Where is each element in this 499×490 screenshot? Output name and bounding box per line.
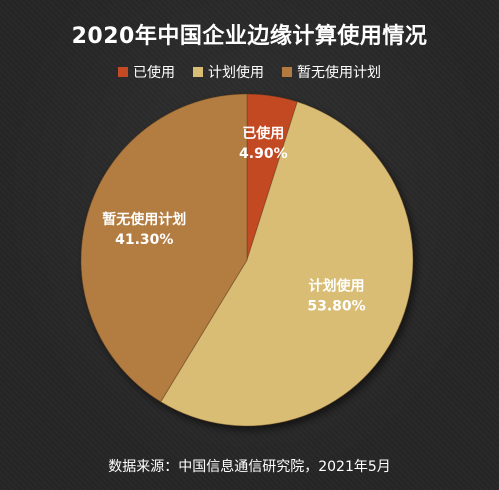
chart-legend: 已使用 计划使用 暂无使用计划 [0,62,499,82]
legend-swatch-used [118,67,128,77]
slice-category-label-used: 已使用 [242,125,284,142]
legend-item-planned: 计划使用 [193,62,264,82]
legend-label-used: 已使用 [133,65,175,81]
pie-slice-no-plan [80,93,248,403]
data-source-note: 数据来源：中国信息通信研究院，2021年5月 [108,459,391,475]
slice-category-label-no-plan: 暂无使用计划 [102,211,186,228]
legend-item-used: 已使用 [118,62,175,82]
legend-label-no-plan: 暂无使用计划 [297,65,381,81]
legend-label-planned: 计划使用 [208,65,264,81]
legend-swatch-no-plan [282,67,292,77]
legend-item-no-plan: 暂无使用计划 [282,62,381,82]
slice-value-label-used: 4.90% [239,146,288,162]
pie-slice-planned [160,101,414,427]
pie-slices [80,93,414,427]
slice-category-label-planned: 计划使用 [309,277,365,294]
slice-value-label-no-plan: 41.30% [115,232,173,248]
slice-value-label-planned: 53.80% [307,298,365,314]
pie-labels: 已使用 4.90% 计划使用 53.80% 暂无使用计划 41.30% [102,125,365,314]
legend-swatch-planned [193,67,203,77]
chart-title: 2020年中国企业边缘计算使用情况 [71,24,428,49]
